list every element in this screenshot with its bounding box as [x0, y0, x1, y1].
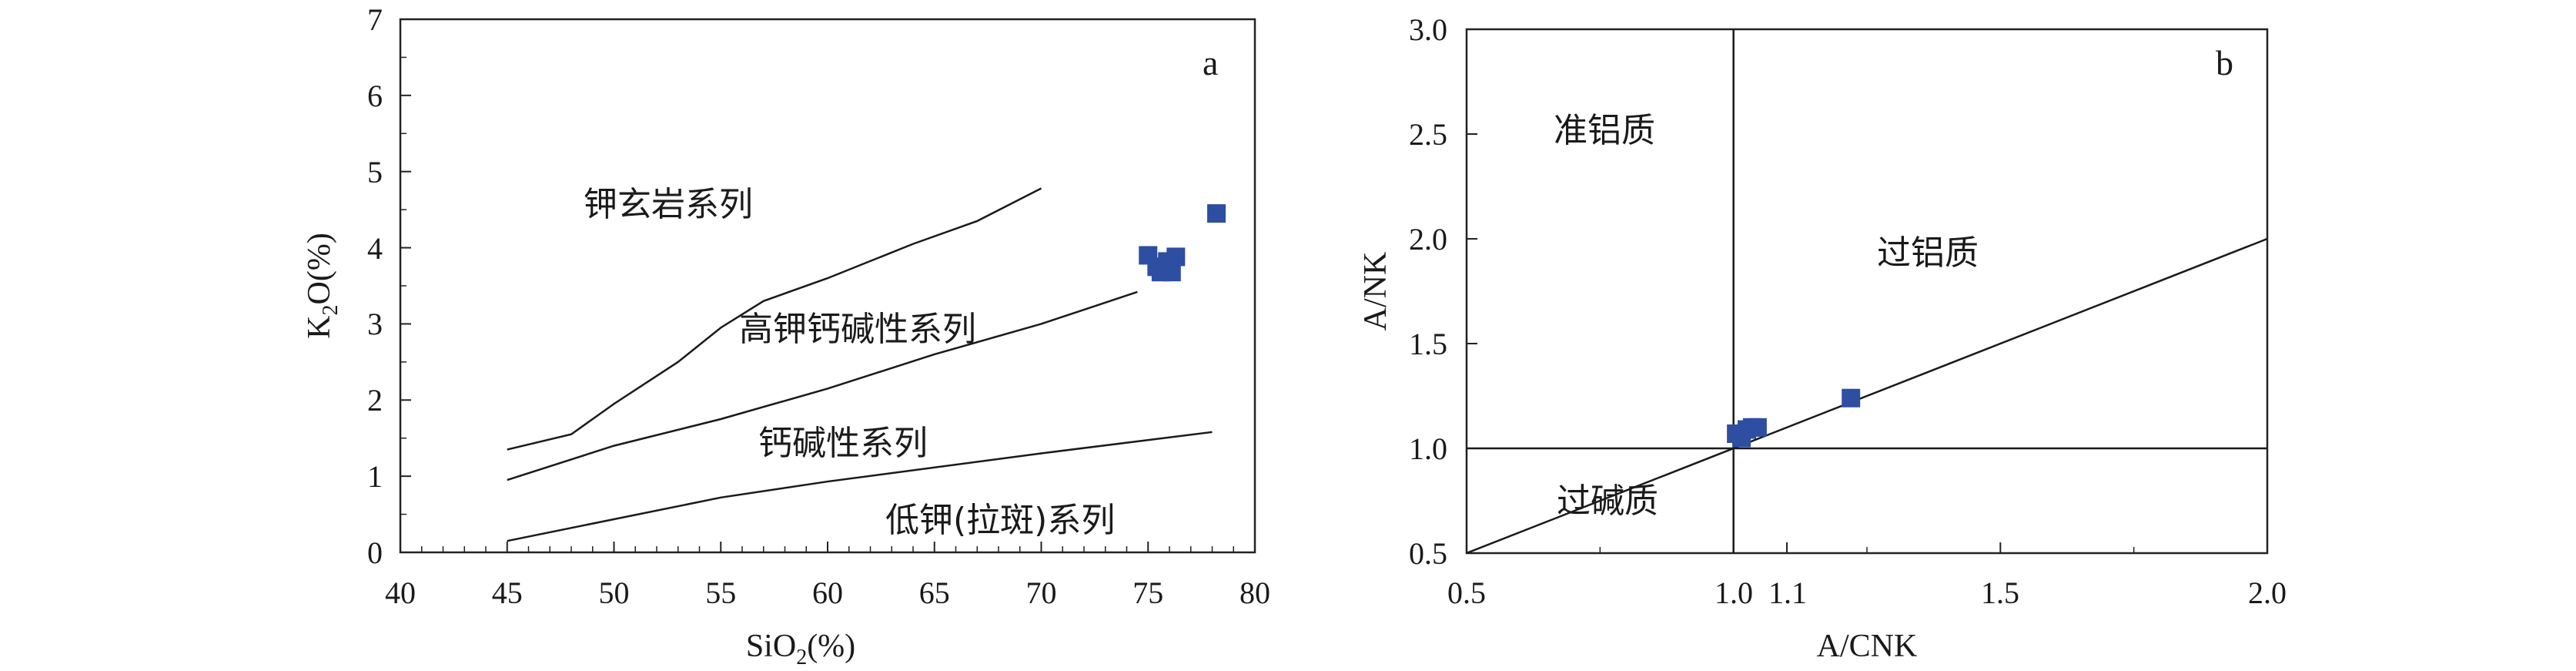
y-tick-label: 6 — [367, 79, 383, 113]
boundary-line — [507, 290, 1138, 481]
x-tick-label: 1.5 — [1981, 575, 2019, 610]
plot-frame-b — [1465, 28, 2269, 555]
y-tick-label: 2.5 — [1409, 117, 1447, 152]
data-points-b — [1727, 388, 1861, 448]
x-tick-label: 1.0 — [1715, 575, 1753, 610]
tick-marks-b — [1466, 29, 2268, 554]
x-tick-label: 45 — [492, 575, 523, 610]
panel-label-b: b — [2216, 43, 2233, 82]
tick-labels-b: 0.5 1.0 1.1 1.5 2.0 0.5 1.0 1.5 2.0 2.5 … — [1409, 12, 2287, 610]
region-label-high-k-calc-alkaline: 高钾钙碱性系列 — [739, 310, 976, 349]
y-tick-label: 1 — [367, 459, 383, 494]
region-label-shoshonite: 钾玄岩系列 — [584, 185, 753, 224]
y-axis-title-b: A/NK — [1358, 252, 1393, 331]
region-label-metaluminous: 准铝质 — [1554, 111, 1655, 150]
region-label-low-k-tholeiite: 低钾(拉斑)系列 — [885, 501, 1115, 540]
x-tick-label: 75 — [1132, 575, 1163, 610]
data-point — [1748, 418, 1767, 437]
region-label-calc-alkaline: 钙碱性系列 — [758, 424, 928, 463]
x-axis-title-b: A/CNK — [1817, 629, 1918, 664]
y-tick-label: 4 — [367, 231, 383, 266]
panel-label-a: a — [1203, 43, 1218, 82]
data-point — [1207, 204, 1226, 223]
panel-a: 40 45 50 55 60 65 70 75 80 0 1 2 3 4 5 6… — [302, 2, 1270, 669]
x-tick-label: 50 — [599, 575, 630, 610]
y-tick-label: 2 — [367, 383, 383, 418]
y-tick-label: 3.0 — [1409, 12, 1447, 47]
boundary-line — [507, 187, 1042, 451]
y-tick-label: 1.0 — [1409, 431, 1447, 466]
y-tick-label: 0 — [367, 535, 383, 570]
y-tick-label: 5 — [367, 155, 383, 190]
boundary-line — [507, 431, 1213, 542]
x-tick-label: 40 — [385, 575, 416, 610]
panel-b: 0.5 1.0 1.1 1.5 2.0 0.5 1.0 1.5 2.0 2.5 … — [1358, 12, 2287, 664]
x-tick-label: 55 — [705, 575, 736, 610]
y-tick-label: 0.5 — [1409, 536, 1447, 571]
data-point — [1842, 388, 1861, 408]
boundary-line — [1466, 237, 2268, 555]
boundary-lines-b — [1466, 29, 2268, 555]
x-tick-label: 65 — [919, 575, 950, 610]
x-tick-label: 60 — [812, 575, 843, 610]
x-axis-title-a: SiO2(%) — [746, 629, 855, 669]
x-tick-label: 70 — [1026, 575, 1057, 610]
region-label-peralkaline: 过碱质 — [1557, 481, 1658, 521]
y-tick-label: 7 — [367, 2, 383, 37]
y-axis-title-a: K2O(%) — [302, 233, 343, 339]
data-point — [1166, 247, 1186, 267]
x-tick-label: 80 — [1239, 575, 1270, 610]
region-label-peraluminous: 过铝质 — [1877, 233, 1979, 273]
x-tick-label: 0.5 — [1447, 575, 1486, 610]
y-tick-label: 1.5 — [1409, 327, 1447, 361]
y-tick-label: 2.0 — [1409, 222, 1447, 257]
x-tick-label: 1.1 — [1768, 575, 1807, 610]
y-tick-label: 3 — [367, 307, 383, 341]
boundary-lines-a — [507, 187, 1213, 542]
data-points-a — [1139, 204, 1226, 282]
tick-marks-a — [400, 18, 1256, 553]
x-tick-label: 2.0 — [2248, 575, 2287, 610]
tick-labels-a: 40 45 50 55 60 65 70 75 80 0 1 2 3 4 5 6… — [367, 2, 1270, 610]
